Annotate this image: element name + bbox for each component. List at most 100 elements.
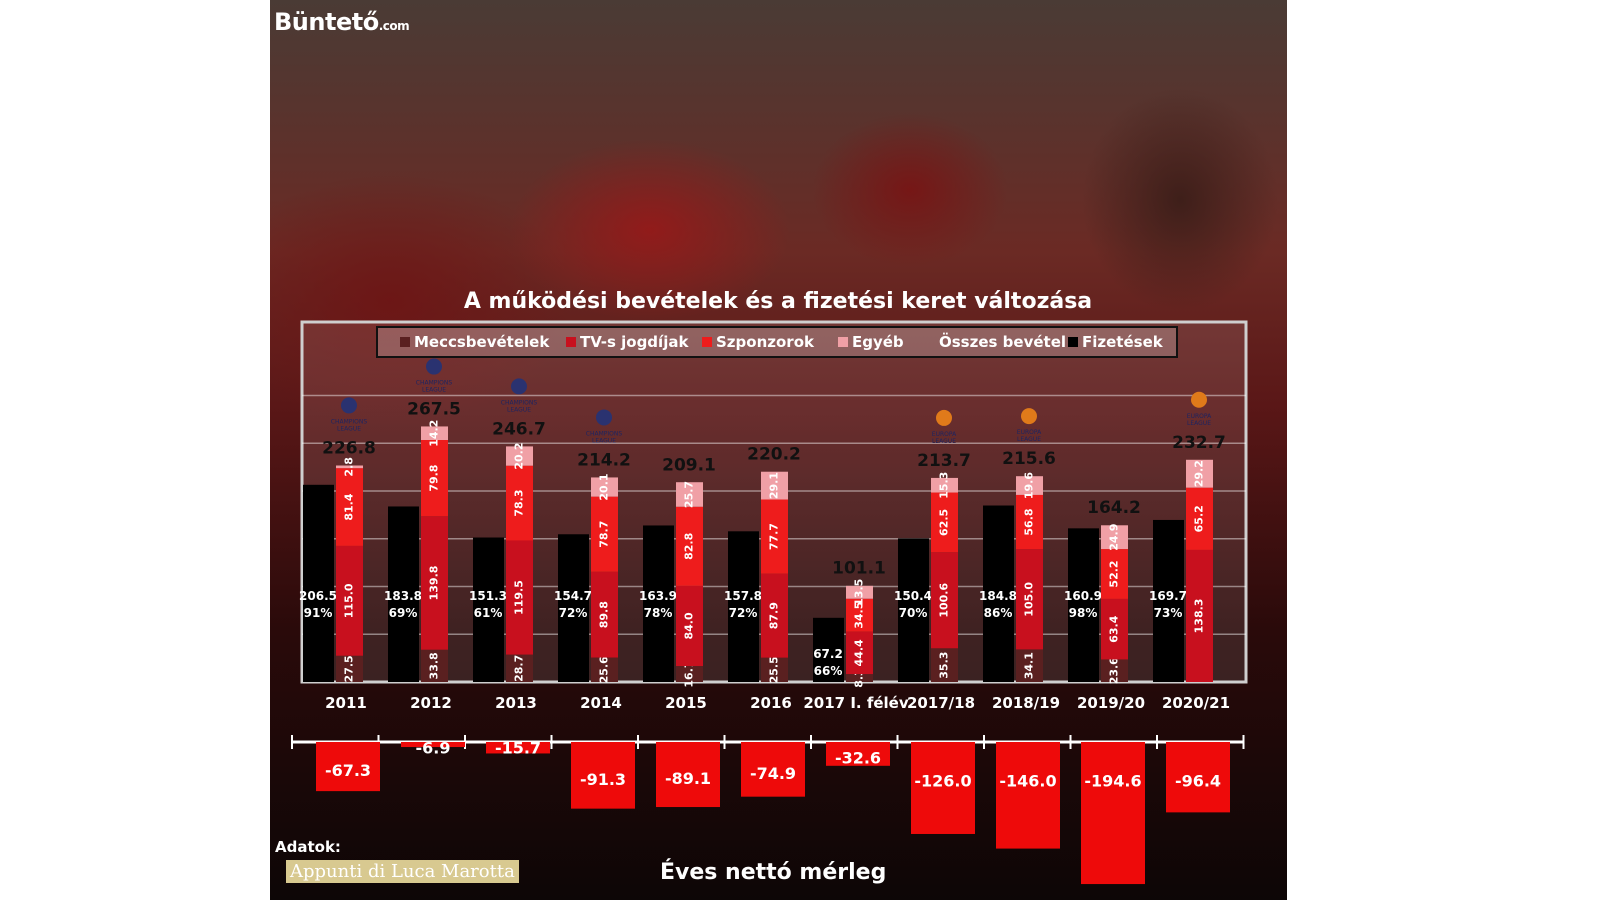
category-label: 2012: [410, 694, 452, 712]
other-segment: [506, 446, 533, 466]
segment-value-label: 100.6: [938, 583, 951, 618]
other-segment: [336, 465, 363, 469]
tv-segment: [591, 571, 618, 658]
wages-bar: [898, 538, 929, 682]
segment-value-label: 79.8: [428, 465, 441, 492]
meccs-segment: [931, 648, 958, 682]
europa-league-icon: [936, 409, 952, 426]
segment-value-label: 81.4: [343, 493, 356, 520]
meccs-segment: [1016, 649, 1043, 682]
segment-value-label: 139.8: [428, 566, 441, 601]
badge-text: LEAGUE: [1187, 420, 1211, 427]
sponsor-segment: [421, 440, 448, 517]
sponsor-segment: [761, 499, 788, 574]
category-label: 2020/21: [1162, 694, 1230, 712]
tv-segment: [421, 516, 448, 650]
segment-value-label: 87.9: [768, 602, 781, 629]
segment-value-label: 2.8: [343, 457, 356, 477]
wages-bar: [728, 531, 759, 682]
category-label: 2016: [750, 694, 792, 712]
europa-league-icon: [1021, 408, 1037, 425]
segment-value-label: 119.5: [513, 580, 526, 615]
wages-bar: [558, 534, 589, 682]
sponsor-segment: [1016, 494, 1043, 550]
segment-value-label: 78.3: [513, 490, 526, 517]
meccs-segment: [846, 674, 873, 682]
net-balance-label: -74.9: [750, 764, 796, 783]
net-balance-label: -96.4: [1175, 772, 1221, 791]
badge-text: CHAMPIONS: [586, 430, 623, 437]
net-balance-bar: [486, 742, 550, 754]
segment-value-label: 25.6: [598, 656, 611, 683]
net-balance-label: -32.6: [835, 748, 881, 767]
other-segment: [931, 477, 958, 493]
segment-value-label: 56.8: [1023, 508, 1036, 535]
other-segment: [1186, 459, 1213, 488]
segment-value-label: 82.8: [683, 533, 696, 560]
wage-ratio-label: 98%: [1069, 606, 1098, 620]
net-balance-bar: [996, 742, 1060, 849]
segment-value-label: 27.5: [343, 655, 356, 682]
other-segment: [1101, 525, 1128, 550]
total-revenue-label: 232.7: [1172, 433, 1226, 453]
wage-ratio-label: 78%: [644, 606, 673, 620]
net-balance-bar: [1166, 742, 1230, 813]
category-label: 2015: [665, 694, 707, 712]
wages-bar: [1153, 519, 1184, 682]
category-label: 2014: [580, 694, 622, 712]
meccs-segment: [421, 649, 448, 682]
segment-value-label: 35.3: [938, 652, 951, 679]
net-balance-bar: [911, 742, 975, 834]
wage-ratio-label: 72%: [559, 606, 588, 620]
sponsor-segment: [506, 465, 533, 541]
wages-value-label: 206.5: [299, 589, 337, 603]
champions-league-icon: [341, 397, 357, 414]
total-revenue-label: 214.2: [577, 450, 631, 470]
segment-value-label: 78.7: [598, 521, 611, 548]
legend-label: Összes bevétel: [939, 332, 1066, 351]
net-balance-bar: [1081, 742, 1145, 885]
source-label: Adatok:: [275, 838, 341, 856]
segment-value-label: 115.0: [343, 583, 356, 618]
wages-value-label: 163.9: [639, 589, 677, 603]
wages-value-label: 169.7: [1149, 589, 1187, 603]
wages-bar: [983, 505, 1014, 682]
badge-text: LEAGUE: [592, 437, 616, 444]
legend-label: TV-s jogdíjak: [580, 333, 689, 351]
badge-text: CHAMPIONS: [501, 399, 538, 406]
total-revenue-label: 213.7: [917, 451, 971, 471]
net-balance-label: -6.9: [416, 739, 451, 758]
segment-value-label: 89.8: [598, 601, 611, 628]
chart-panel: Büntető.com A működési bevételek és a fi…: [270, 0, 1287, 900]
wage-ratio-label: 61%: [474, 606, 503, 620]
wages-value-label: 150.4: [894, 589, 932, 603]
net-balance-label: -89.1: [665, 769, 711, 788]
tv-segment: [846, 631, 873, 675]
tv-segment: [931, 552, 958, 649]
site-logo: Büntető.com: [274, 8, 410, 36]
total-revenue-label: 215.6: [1002, 449, 1056, 469]
segment-value-label: 28.7: [513, 655, 526, 682]
wages-value-label: 151.3: [469, 589, 507, 603]
europa-league-icon: [1191, 391, 1207, 408]
segment-value-label: 34.1: [1023, 652, 1036, 679]
segment-value-label: 19.6: [1023, 472, 1036, 499]
badge-text: LEAGUE: [337, 425, 361, 432]
total-revenue-label: 101.1: [832, 558, 886, 578]
tv-segment: [506, 540, 533, 655]
wage-ratio-label: 72%: [729, 606, 758, 620]
sponsor-segment: [846, 598, 873, 632]
wages-bar: [1068, 528, 1099, 682]
net-balance-bar: [401, 742, 465, 748]
segment-value-label: 62.5: [938, 509, 951, 536]
net-balance-bar: [826, 742, 890, 766]
meccs-segment: [676, 666, 703, 682]
other-segment: [591, 477, 618, 497]
wages-bar: [388, 506, 419, 682]
wages-value-label: 160.9: [1064, 589, 1102, 603]
tv-segment: [676, 585, 703, 667]
wages-value-label: 157.8: [724, 589, 762, 603]
wages-value-label: 154.7: [554, 589, 592, 603]
segment-value-label: 25.7: [683, 481, 696, 508]
source-name: Appunti di Luca Marotta: [286, 860, 519, 883]
